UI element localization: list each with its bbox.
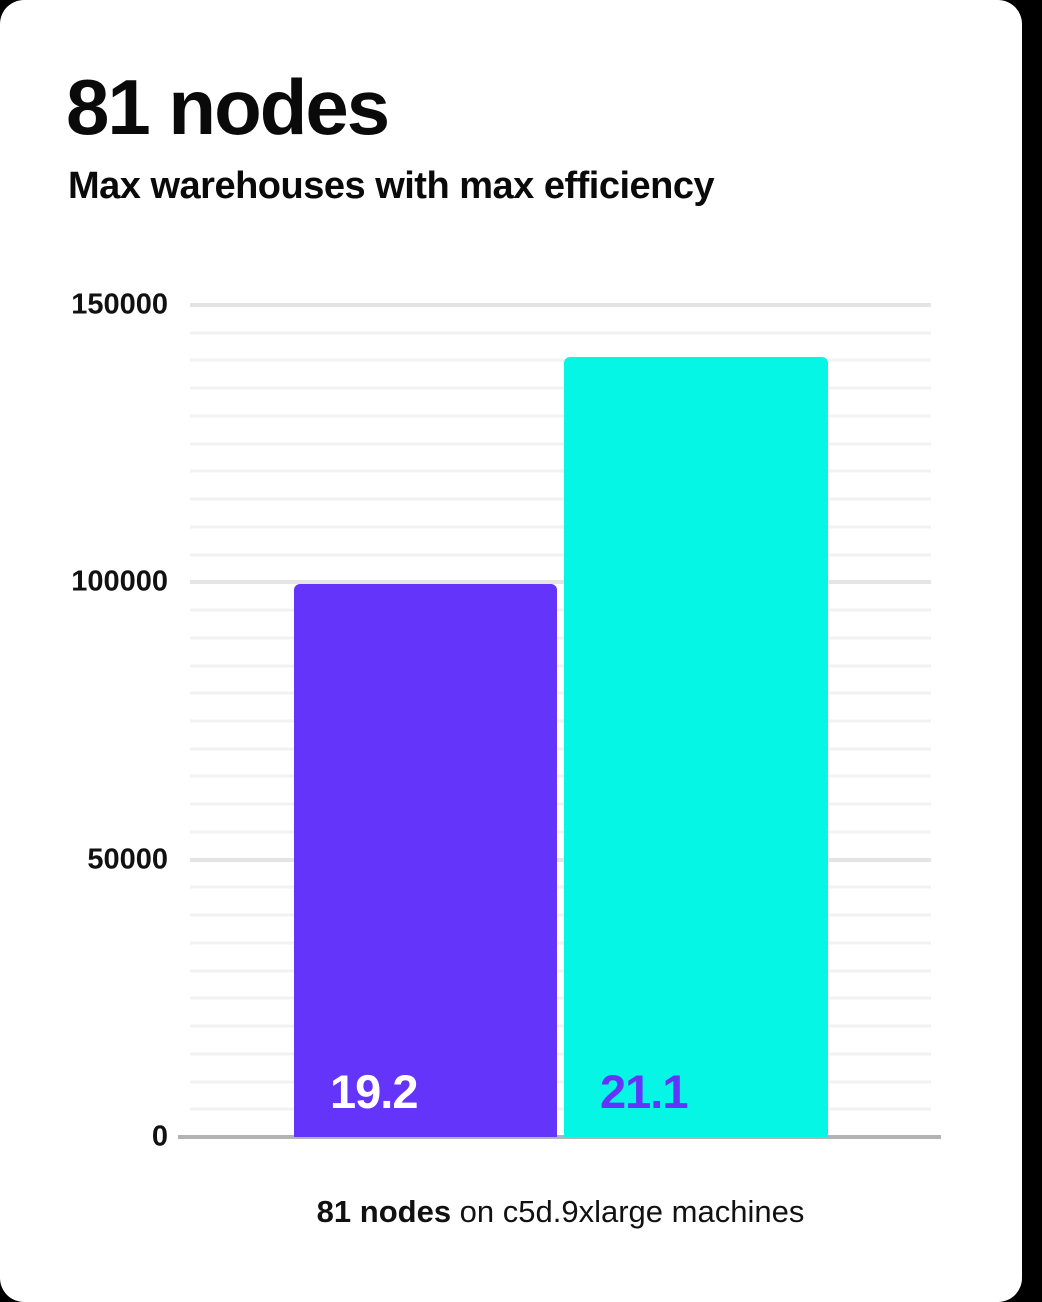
minor-gridline (190, 830, 931, 834)
minor-gridline (190, 885, 931, 889)
minor-gridline (190, 497, 931, 501)
minor-gridline (190, 386, 931, 390)
minor-gridline (190, 969, 931, 973)
minor-gridline (190, 442, 931, 446)
caption-regular-text: on c5d.9xlarge machines (451, 1194, 805, 1229)
bar-19.2: 19.2 (294, 584, 557, 1137)
bar-value-label: 21.1 (600, 1065, 688, 1118)
minor-gridline (190, 747, 931, 751)
y-axis-tick-label: 0 (151, 1120, 168, 1153)
minor-gridline (190, 414, 931, 418)
minor-gridline (190, 1052, 931, 1056)
minor-gridline (190, 358, 931, 362)
page-subtitle: Max warehouses with max efficiency (68, 165, 715, 207)
minor-gridline (190, 1024, 931, 1028)
x-axis-line (178, 1135, 941, 1139)
major-gridline (190, 303, 931, 307)
minor-gridline (190, 1107, 931, 1111)
y-axis-tick-label: 100000 (71, 565, 168, 598)
page-title: 81 nodes (66, 63, 390, 151)
minor-gridline (190, 636, 931, 640)
minor-gridline (190, 664, 931, 668)
bar-21.1: 21.1 (564, 357, 828, 1137)
y-axis-tick-label: 50000 (87, 843, 168, 876)
y-axis-tick-label: 150000 (71, 288, 168, 321)
caption-bold-text: 81 nodes (316, 1194, 452, 1229)
minor-gridline (190, 525, 931, 529)
minor-gridline (190, 719, 931, 723)
minor-gridline (190, 774, 931, 778)
chart-caption: 81 nodes on c5d.9xlarge machines (190, 1192, 931, 1232)
minor-gridline (190, 608, 931, 612)
minor-gridline (190, 331, 931, 335)
minor-gridline (190, 553, 931, 557)
minor-gridline (190, 802, 931, 806)
minor-gridline (190, 1080, 931, 1084)
minor-gridline (190, 469, 931, 473)
minor-gridline (190, 691, 931, 695)
minor-gridline (190, 913, 931, 917)
minor-gridline (190, 941, 931, 945)
major-gridline (190, 580, 931, 585)
bar-chart-plot-area: 0 50000 100000 150000 19.2 21.1 (71, 290, 941, 1151)
bar-value-label: 19.2 (330, 1065, 418, 1118)
major-gridline (190, 857, 931, 862)
minor-gridline (190, 996, 931, 1000)
